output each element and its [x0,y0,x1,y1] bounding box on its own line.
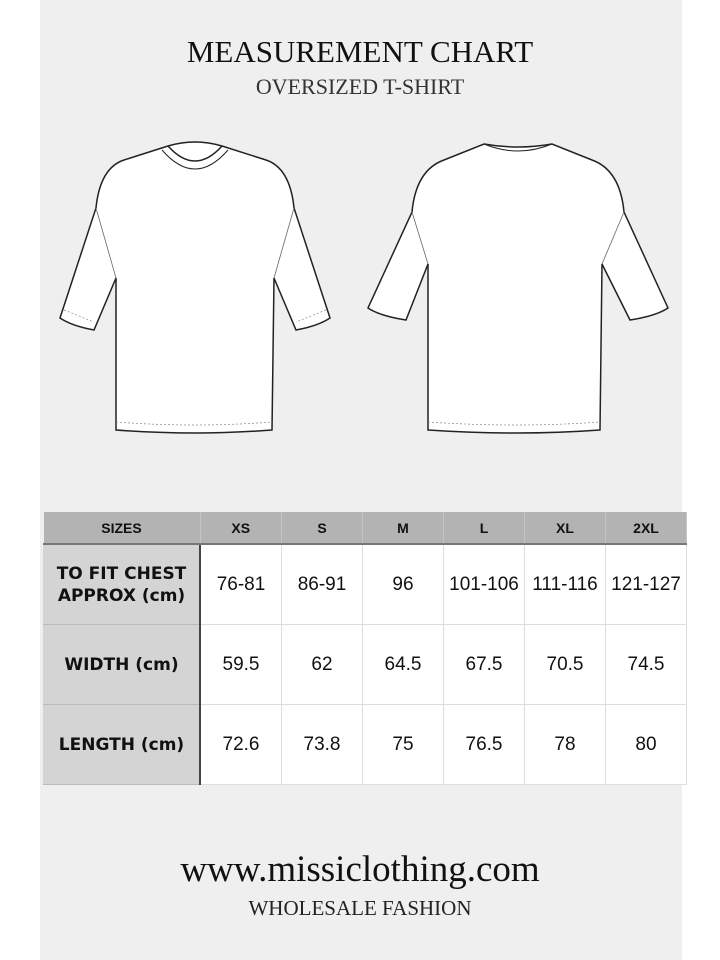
tagline: WHOLESALE FASHION [248,896,472,920]
table-row-width: WIDTH (cm) 59.5 62 64.5 67.5 70.5 74.5 [43,624,687,705]
header-xl: XL [524,512,606,545]
row-label: LENGTH (cm) [43,704,201,785]
page-title: MEASUREMENT CHART [186,34,534,69]
table-cell: 74.5 [605,624,687,705]
row-label-text: TO FIT CHEST APPROX (cm) [56,563,187,606]
tshirt-back-illustration [367,143,669,434]
size-table: SIZES XS S M L XL 2XL TO FIT CHEST APPRO… [43,512,687,785]
table-cell: 76-81 [199,543,282,625]
header-2xl: 2XL [605,512,687,545]
header-xs: XS [200,512,282,545]
table-cell: 76.5 [443,704,525,785]
table-cell: 111-116 [524,543,606,625]
header-l: L [443,512,525,545]
header-sizes: SIZES [43,512,201,545]
website-url[interactable]: www.missiclothing.com [180,849,540,890]
table-cell: 67.5 [443,624,525,705]
row-label: WIDTH (cm) [43,624,201,705]
page-subtitle: OVERSIZED T-SHIRT [255,74,465,99]
row-label: TO FIT CHEST APPROX (cm) [43,543,201,625]
table-row-length: LENGTH (cm) 72.6 73.8 75 76.5 78 80 [43,704,687,785]
table-cell: 101-106 [443,543,525,625]
table-cell: 78 [524,704,606,785]
header-m: M [362,512,444,545]
table-header-row: SIZES XS S M L XL 2XL [43,512,687,545]
table-cell: 75 [362,704,444,785]
header-s: S [281,512,363,545]
tshirt-front-illustration [59,141,331,434]
table-cell: 59.5 [199,624,282,705]
table-cell: 86-91 [281,543,363,625]
table-cell: 70.5 [524,624,606,705]
table-cell: 96 [362,543,444,625]
table-cell: 64.5 [362,624,444,705]
table-cell: 62 [281,624,363,705]
table-row-chest: TO FIT CHEST APPROX (cm) 76-81 86-91 96 … [43,543,687,625]
table-cell: 121-127 [605,543,687,625]
table-cell: 73.8 [281,704,363,785]
table-cell: 80 [605,704,687,785]
table-cell: 72.6 [199,704,282,785]
